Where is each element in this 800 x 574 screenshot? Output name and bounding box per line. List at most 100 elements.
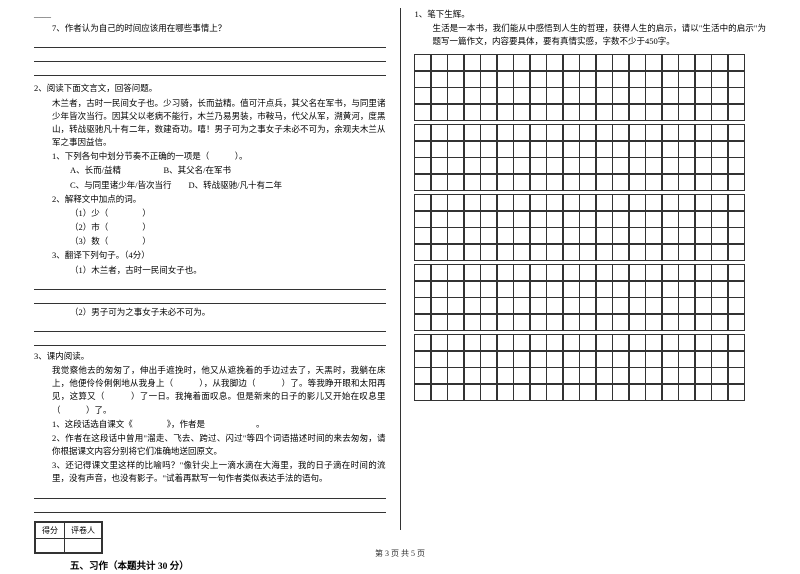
essay-cell — [579, 297, 596, 314]
essay-cell — [431, 227, 448, 244]
essay-cell — [414, 71, 431, 88]
essay-cell — [480, 227, 497, 244]
essay-row — [415, 351, 767, 368]
essay-cell — [629, 384, 646, 401]
p2-body: 木兰者，古时一民间女子也。少习骑，长而益精。值可汗点兵，其父名在军书，与同里诸少… — [34, 97, 386, 150]
essay-cell — [431, 351, 448, 368]
essay-cell — [480, 281, 497, 298]
essay-cell — [497, 227, 514, 244]
essay-cell — [546, 244, 563, 261]
essay-cell — [579, 314, 596, 331]
essay-cell — [431, 244, 448, 261]
essay-cell — [662, 264, 679, 281]
essay-cell — [662, 141, 679, 158]
r-q1: 1、笔下生辉。 — [415, 8, 767, 21]
essay-cell — [629, 314, 646, 331]
essay-cell — [414, 54, 431, 71]
essay-cell — [728, 227, 745, 244]
essay-cell — [728, 157, 745, 174]
essay-cell — [480, 157, 497, 174]
essay-cell — [579, 211, 596, 228]
essay-cell — [530, 54, 547, 71]
essay-cell — [464, 104, 481, 121]
essay-cell — [645, 244, 662, 261]
essay-cell — [431, 314, 448, 331]
essay-cell — [563, 124, 580, 141]
essay-cell — [728, 384, 745, 401]
essay-row — [415, 158, 767, 175]
essay-cell — [563, 297, 580, 314]
essay-cell — [678, 297, 695, 314]
q2-3b: （2）男子可为之事女子未必不可为。 — [34, 306, 386, 319]
essay-cell — [513, 194, 530, 211]
essay-cell — [579, 264, 596, 281]
essay-cell — [711, 124, 728, 141]
essay-cell — [678, 244, 695, 261]
section5-title: 五、习作（本题共计 30 分） — [34, 560, 386, 574]
essay-row — [415, 211, 767, 228]
essay-cell — [579, 157, 596, 174]
essay-cell — [695, 87, 712, 104]
essay-cell — [728, 87, 745, 104]
essay-cell — [563, 244, 580, 261]
essay-cell — [695, 384, 712, 401]
essay-cell — [530, 367, 547, 384]
essay-cell — [431, 124, 448, 141]
p3-body: 我觉察他去的匆匆了，伸出手遮挽时，他又从遮挽着的手边过去了，天黑时，我躺在床上，… — [34, 364, 386, 417]
essay-cell — [480, 141, 497, 158]
essay-cell — [596, 157, 613, 174]
essay-cell — [546, 141, 563, 158]
essay-cell — [662, 351, 679, 368]
essay-cell — [629, 264, 646, 281]
essay-cell — [464, 334, 481, 351]
essay-cell — [579, 54, 596, 71]
essay-cell — [612, 141, 629, 158]
essay-row — [415, 298, 767, 315]
essay-cell — [662, 194, 679, 211]
essay-cell — [480, 194, 497, 211]
essay-cell — [563, 211, 580, 228]
essay-cell — [662, 54, 679, 71]
answer-line — [34, 50, 386, 62]
essay-cell — [678, 264, 695, 281]
essay-cell — [579, 104, 596, 121]
essay-row — [415, 335, 767, 352]
essay-cell — [612, 194, 629, 211]
essay-cell — [530, 71, 547, 88]
essay-cell — [431, 54, 448, 71]
essay-cell — [497, 211, 514, 228]
essay-cell — [414, 104, 431, 121]
essay-cell — [678, 281, 695, 298]
essay-cell — [513, 281, 530, 298]
essay-cell — [530, 384, 547, 401]
essay-cell — [530, 227, 547, 244]
essay-cell — [497, 157, 514, 174]
essay-cell — [662, 124, 679, 141]
essay-cell — [645, 194, 662, 211]
essay-cell — [530, 244, 547, 261]
essay-cell — [711, 174, 728, 191]
essay-cell — [579, 194, 596, 211]
r-q1-body: 生活是一本书，我们能从中感悟到人生的哲理，获得人生的启示，请以"生活中的启示"为… — [415, 22, 767, 48]
essay-cell — [563, 174, 580, 191]
essay-cell — [662, 334, 679, 351]
essay-cell — [629, 227, 646, 244]
essay-cell — [629, 194, 646, 211]
essay-cell — [678, 54, 695, 71]
essay-cell — [711, 211, 728, 228]
essay-cell — [447, 351, 464, 368]
essay-cell — [447, 157, 464, 174]
essay-cell — [695, 281, 712, 298]
essay-cell — [414, 314, 431, 331]
q2-1a: A、长而/益精 B、其父名/在军书 — [34, 164, 386, 177]
essay-cell — [629, 297, 646, 314]
answer-line — [34, 36, 386, 48]
essay-cell — [530, 211, 547, 228]
essay-cell — [513, 351, 530, 368]
q2-2a: （1）少（ ） — [34, 207, 386, 220]
essay-cell — [414, 281, 431, 298]
essay-cell — [695, 351, 712, 368]
essay-cell — [579, 174, 596, 191]
essay-cell — [645, 54, 662, 71]
essay-row — [415, 195, 767, 212]
